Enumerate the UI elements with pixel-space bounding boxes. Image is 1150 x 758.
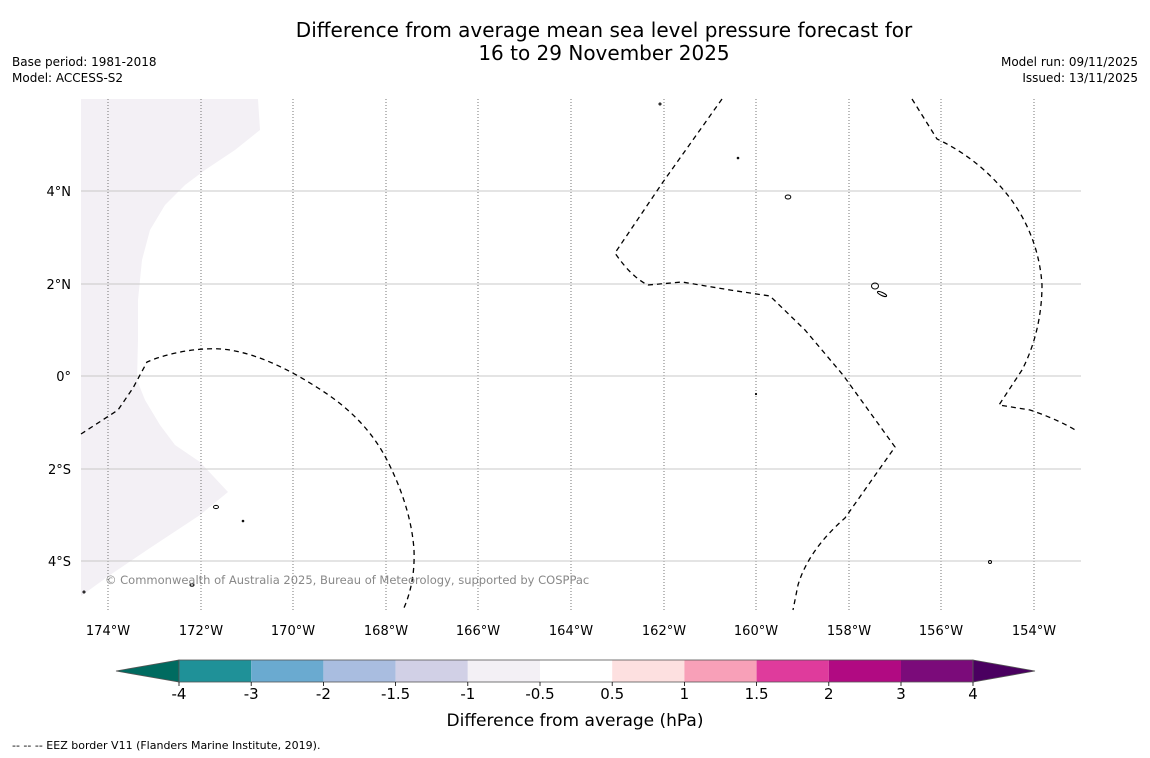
- island: [736, 156, 740, 160]
- colorbar-segment: [756, 660, 829, 682]
- colorbar-tick-label: -0.5: [525, 685, 554, 703]
- eez-border-central: [614, 98, 896, 611]
- island: [213, 504, 219, 510]
- run-info: Model run: 09/11/2025 Issued: 13/11/2025: [1001, 54, 1138, 86]
- island: [658, 102, 662, 106]
- island: [988, 560, 992, 564]
- colorbar-tick-label: -1.5: [381, 685, 410, 703]
- island: [871, 282, 879, 290]
- colorbar-tick-marks: [178, 682, 974, 686]
- lon-label-166w: 166°W: [456, 624, 500, 639]
- islands: [82, 102, 992, 594]
- lat-label-2n: 2°N: [47, 278, 72, 293]
- eez-footnote: -- -- -- EEZ border V11 (Flanders Marine…: [12, 739, 321, 752]
- issued-date: Issued: 13/11/2025: [1022, 71, 1138, 85]
- map-title-line-1: Difference from average mean sea level p…: [295, 18, 913, 42]
- longitude-gridlines: [107, 99, 1035, 610]
- island: [876, 290, 888, 298]
- colorbar-tick-label: 1: [680, 685, 690, 703]
- base-info: Base period: 1981-2018 Model: ACCESS-S2: [12, 54, 157, 86]
- island: [82, 590, 86, 594]
- anomaly-region: [81, 99, 260, 596]
- island: [189, 583, 195, 587]
- lat-label-2s: 2°S: [48, 463, 71, 478]
- colorbar: -4 -3 -2 -1.5 -1 -0.5 0.5 1 1.5 2 3 4 Di…: [115, 659, 1036, 731]
- latitude-gridlines: [81, 190, 1081, 562]
- colorbar-segment: [540, 660, 613, 682]
- latitude-labels: 4°N 2°N 0° 2°S 4°S: [47, 185, 72, 570]
- map-title: Difference from average mean sea level p…: [0, 19, 1150, 65]
- longitude-labels: 174°W 172°W 170°W 168°W 166°W 164°W 162°…: [86, 624, 1056, 639]
- lon-label-172w: 172°W: [179, 624, 223, 639]
- base-period: Base period: 1981-2018: [12, 55, 157, 69]
- colorbar-tick-label: -3: [244, 685, 259, 703]
- eez-border-east: [911, 98, 1078, 432]
- lat-label-4n: 4°N: [47, 185, 72, 200]
- model-run: Model run: 09/11/2025: [1000, 55, 1138, 69]
- colorbar-label: Difference from average (hPa): [447, 711, 704, 731]
- map-title-line-2: 16 to 29 November 2025: [478, 41, 730, 65]
- colorbar-segment: [323, 660, 396, 682]
- lon-label-168w: 168°W: [364, 624, 408, 639]
- colorbar-tick-label: 1.5: [745, 685, 769, 703]
- colorbar-tick-label: 4: [968, 685, 978, 703]
- copyright-notice: © Commonwealth of Australia 2025, Bureau…: [105, 573, 589, 587]
- colorbar-tick-label: 0.5: [600, 685, 624, 703]
- colorbar-segment: [467, 660, 540, 682]
- colorbar-segment: [395, 660, 468, 682]
- island: [784, 194, 792, 200]
- lon-label-162w: 162°W: [642, 624, 686, 639]
- colorbar-frame: [178, 659, 974, 683]
- colorbar-tick-labels: -4 -3 -2 -1.5 -1 -0.5 0.5 1 1.5 2 3 4: [172, 685, 978, 703]
- colorbar-low-extension: [115, 659, 180, 683]
- colorbar-high-extension: [972, 659, 1036, 683]
- eez-borders: [80, 98, 1078, 611]
- colorbar-tick-label: -4: [172, 685, 187, 703]
- lat-label-0: 0°: [56, 370, 71, 385]
- colorbar-segment: [251, 660, 324, 682]
- lat-label-4s: 4°S: [48, 555, 71, 570]
- lon-label-170w: 170°W: [271, 624, 315, 639]
- lon-label-160w: 160°W: [734, 624, 778, 639]
- colorbar-segment: [684, 660, 757, 682]
- island: [754, 392, 758, 396]
- lon-label-154w: 154°W: [1012, 624, 1056, 639]
- colorbar-tick-label: -2: [316, 685, 331, 703]
- colorbar-tick-label: 3: [896, 685, 906, 703]
- colorbar-tick-label: 2: [824, 685, 834, 703]
- model-name: Model: ACCESS-S2: [12, 71, 124, 85]
- colorbar-segment: [828, 660, 901, 682]
- eez-border-west: [80, 348, 415, 611]
- lon-label-164w: 164°W: [549, 624, 593, 639]
- colorbar-segment: [901, 660, 973, 682]
- colorbar-segment: [179, 660, 252, 682]
- colorbar-segment: [612, 660, 685, 682]
- lon-label-158w: 158°W: [827, 624, 871, 639]
- lon-label-156w: 156°W: [919, 624, 963, 639]
- island: [241, 519, 245, 523]
- colorbar-tick-label: -1: [460, 685, 475, 703]
- lon-label-174w: 174°W: [86, 624, 130, 639]
